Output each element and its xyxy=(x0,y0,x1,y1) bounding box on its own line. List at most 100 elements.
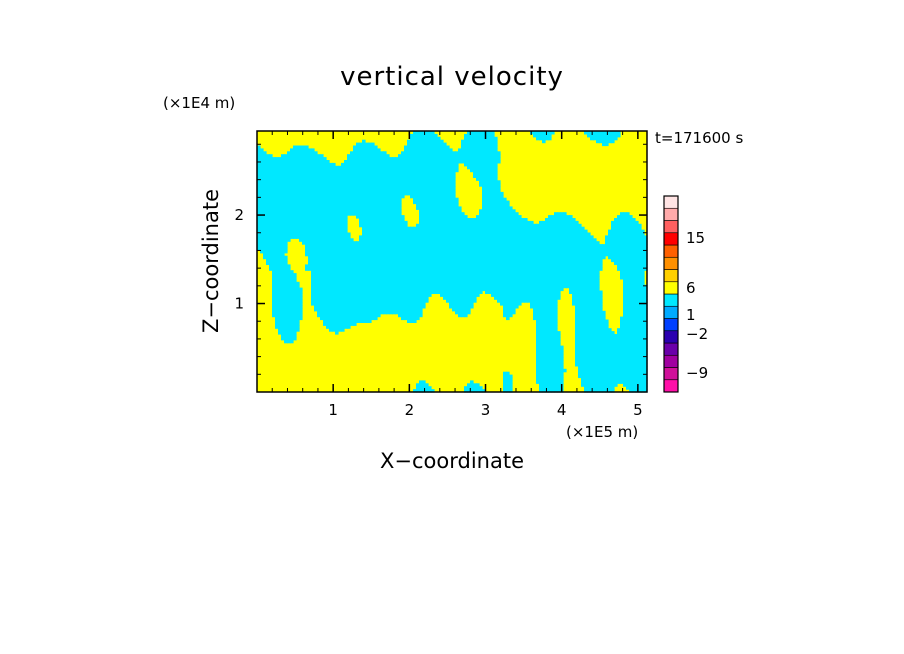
field-cell xyxy=(434,229,438,234)
field-cell xyxy=(332,177,336,181)
field-cell xyxy=(260,206,264,210)
field-cell xyxy=(554,273,558,277)
field-cell xyxy=(560,278,564,283)
field-cell xyxy=(542,226,546,231)
field-cell xyxy=(416,203,420,207)
field-cell xyxy=(461,258,465,263)
field-cell xyxy=(494,165,498,170)
field-cell xyxy=(263,247,267,251)
field-cell xyxy=(383,270,387,274)
field-cell xyxy=(323,244,327,248)
field-cell xyxy=(362,273,366,277)
field-cell xyxy=(281,218,285,222)
field-cell xyxy=(443,244,447,248)
field-cell xyxy=(494,276,498,280)
field-cell xyxy=(326,287,330,292)
field-cell xyxy=(614,220,618,225)
field-cell xyxy=(563,238,567,242)
field-cell xyxy=(482,281,486,286)
field-cell xyxy=(272,238,276,242)
field-cell xyxy=(416,235,420,239)
field-cell xyxy=(302,160,306,164)
field-cell xyxy=(536,247,540,251)
field-cell xyxy=(368,293,372,297)
field-cell xyxy=(539,247,543,251)
field-cell xyxy=(350,258,354,263)
field-cell xyxy=(266,226,270,231)
field-cell xyxy=(437,241,441,245)
field-cell xyxy=(575,238,579,242)
field-cell xyxy=(305,206,309,210)
field-cell xyxy=(560,218,564,222)
field-cell xyxy=(404,281,408,286)
field-cell xyxy=(422,139,426,144)
field-cell xyxy=(380,261,384,265)
field-cell xyxy=(464,142,468,147)
field-cell xyxy=(515,226,519,231)
field-cell xyxy=(443,235,447,239)
field-cell xyxy=(350,206,354,210)
field-cell xyxy=(398,218,402,222)
field-cell xyxy=(341,200,345,205)
field-cell xyxy=(482,267,486,271)
field-cell xyxy=(392,183,396,187)
field-cell xyxy=(551,229,555,234)
field-cell xyxy=(278,232,282,236)
field-cell xyxy=(362,232,366,236)
field-cell xyxy=(317,194,321,199)
field-cell xyxy=(356,183,360,187)
field-cell xyxy=(320,183,324,187)
field-cell xyxy=(449,197,453,202)
field-cell xyxy=(473,131,477,135)
field-cell xyxy=(590,244,594,248)
field-cell xyxy=(386,229,390,234)
field-cell xyxy=(281,162,285,167)
field-cell xyxy=(473,139,477,144)
field-cell xyxy=(272,249,276,254)
field-cell xyxy=(413,276,417,280)
field-cell xyxy=(497,232,501,236)
field-cell xyxy=(284,160,288,164)
field-cell xyxy=(497,273,501,277)
field-cell xyxy=(554,276,558,280)
field-cell xyxy=(572,264,576,268)
field-cell xyxy=(434,209,438,213)
field-cell xyxy=(428,209,432,213)
field-cell xyxy=(302,148,306,152)
field-cell xyxy=(290,206,294,210)
field-cell xyxy=(467,162,471,167)
field-cell xyxy=(338,241,342,245)
field-cell xyxy=(380,218,384,222)
field-cell xyxy=(581,249,585,254)
field-cell xyxy=(341,278,345,283)
field-cell xyxy=(353,209,357,213)
field-cell xyxy=(377,223,381,228)
field-cell xyxy=(410,244,414,248)
field-cell xyxy=(491,191,495,196)
field-cell xyxy=(296,194,300,199)
field-cell xyxy=(263,191,267,196)
field-cell xyxy=(356,145,360,149)
field-cell xyxy=(311,229,315,234)
field-cell xyxy=(332,244,336,248)
field-cell xyxy=(398,264,402,268)
field-cell xyxy=(407,290,411,294)
field-cell xyxy=(266,174,270,178)
field-cell xyxy=(377,154,381,158)
field-cell xyxy=(455,226,459,231)
field-cell xyxy=(386,194,390,199)
field-cell xyxy=(542,249,546,254)
field-cell xyxy=(371,287,375,292)
field-cell xyxy=(314,171,318,176)
field-cell xyxy=(467,267,471,271)
field-cell xyxy=(533,133,537,138)
field-cell xyxy=(278,194,282,199)
field-cell xyxy=(509,261,513,265)
field-cell xyxy=(305,220,309,225)
field-cell xyxy=(620,215,624,219)
field-cell xyxy=(539,281,543,286)
field-cell xyxy=(482,162,486,167)
field-cell xyxy=(434,284,438,289)
field-cell xyxy=(572,235,576,239)
field-cell xyxy=(371,148,375,152)
